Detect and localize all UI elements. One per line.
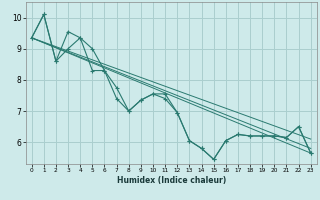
X-axis label: Humidex (Indice chaleur): Humidex (Indice chaleur) <box>116 176 226 185</box>
